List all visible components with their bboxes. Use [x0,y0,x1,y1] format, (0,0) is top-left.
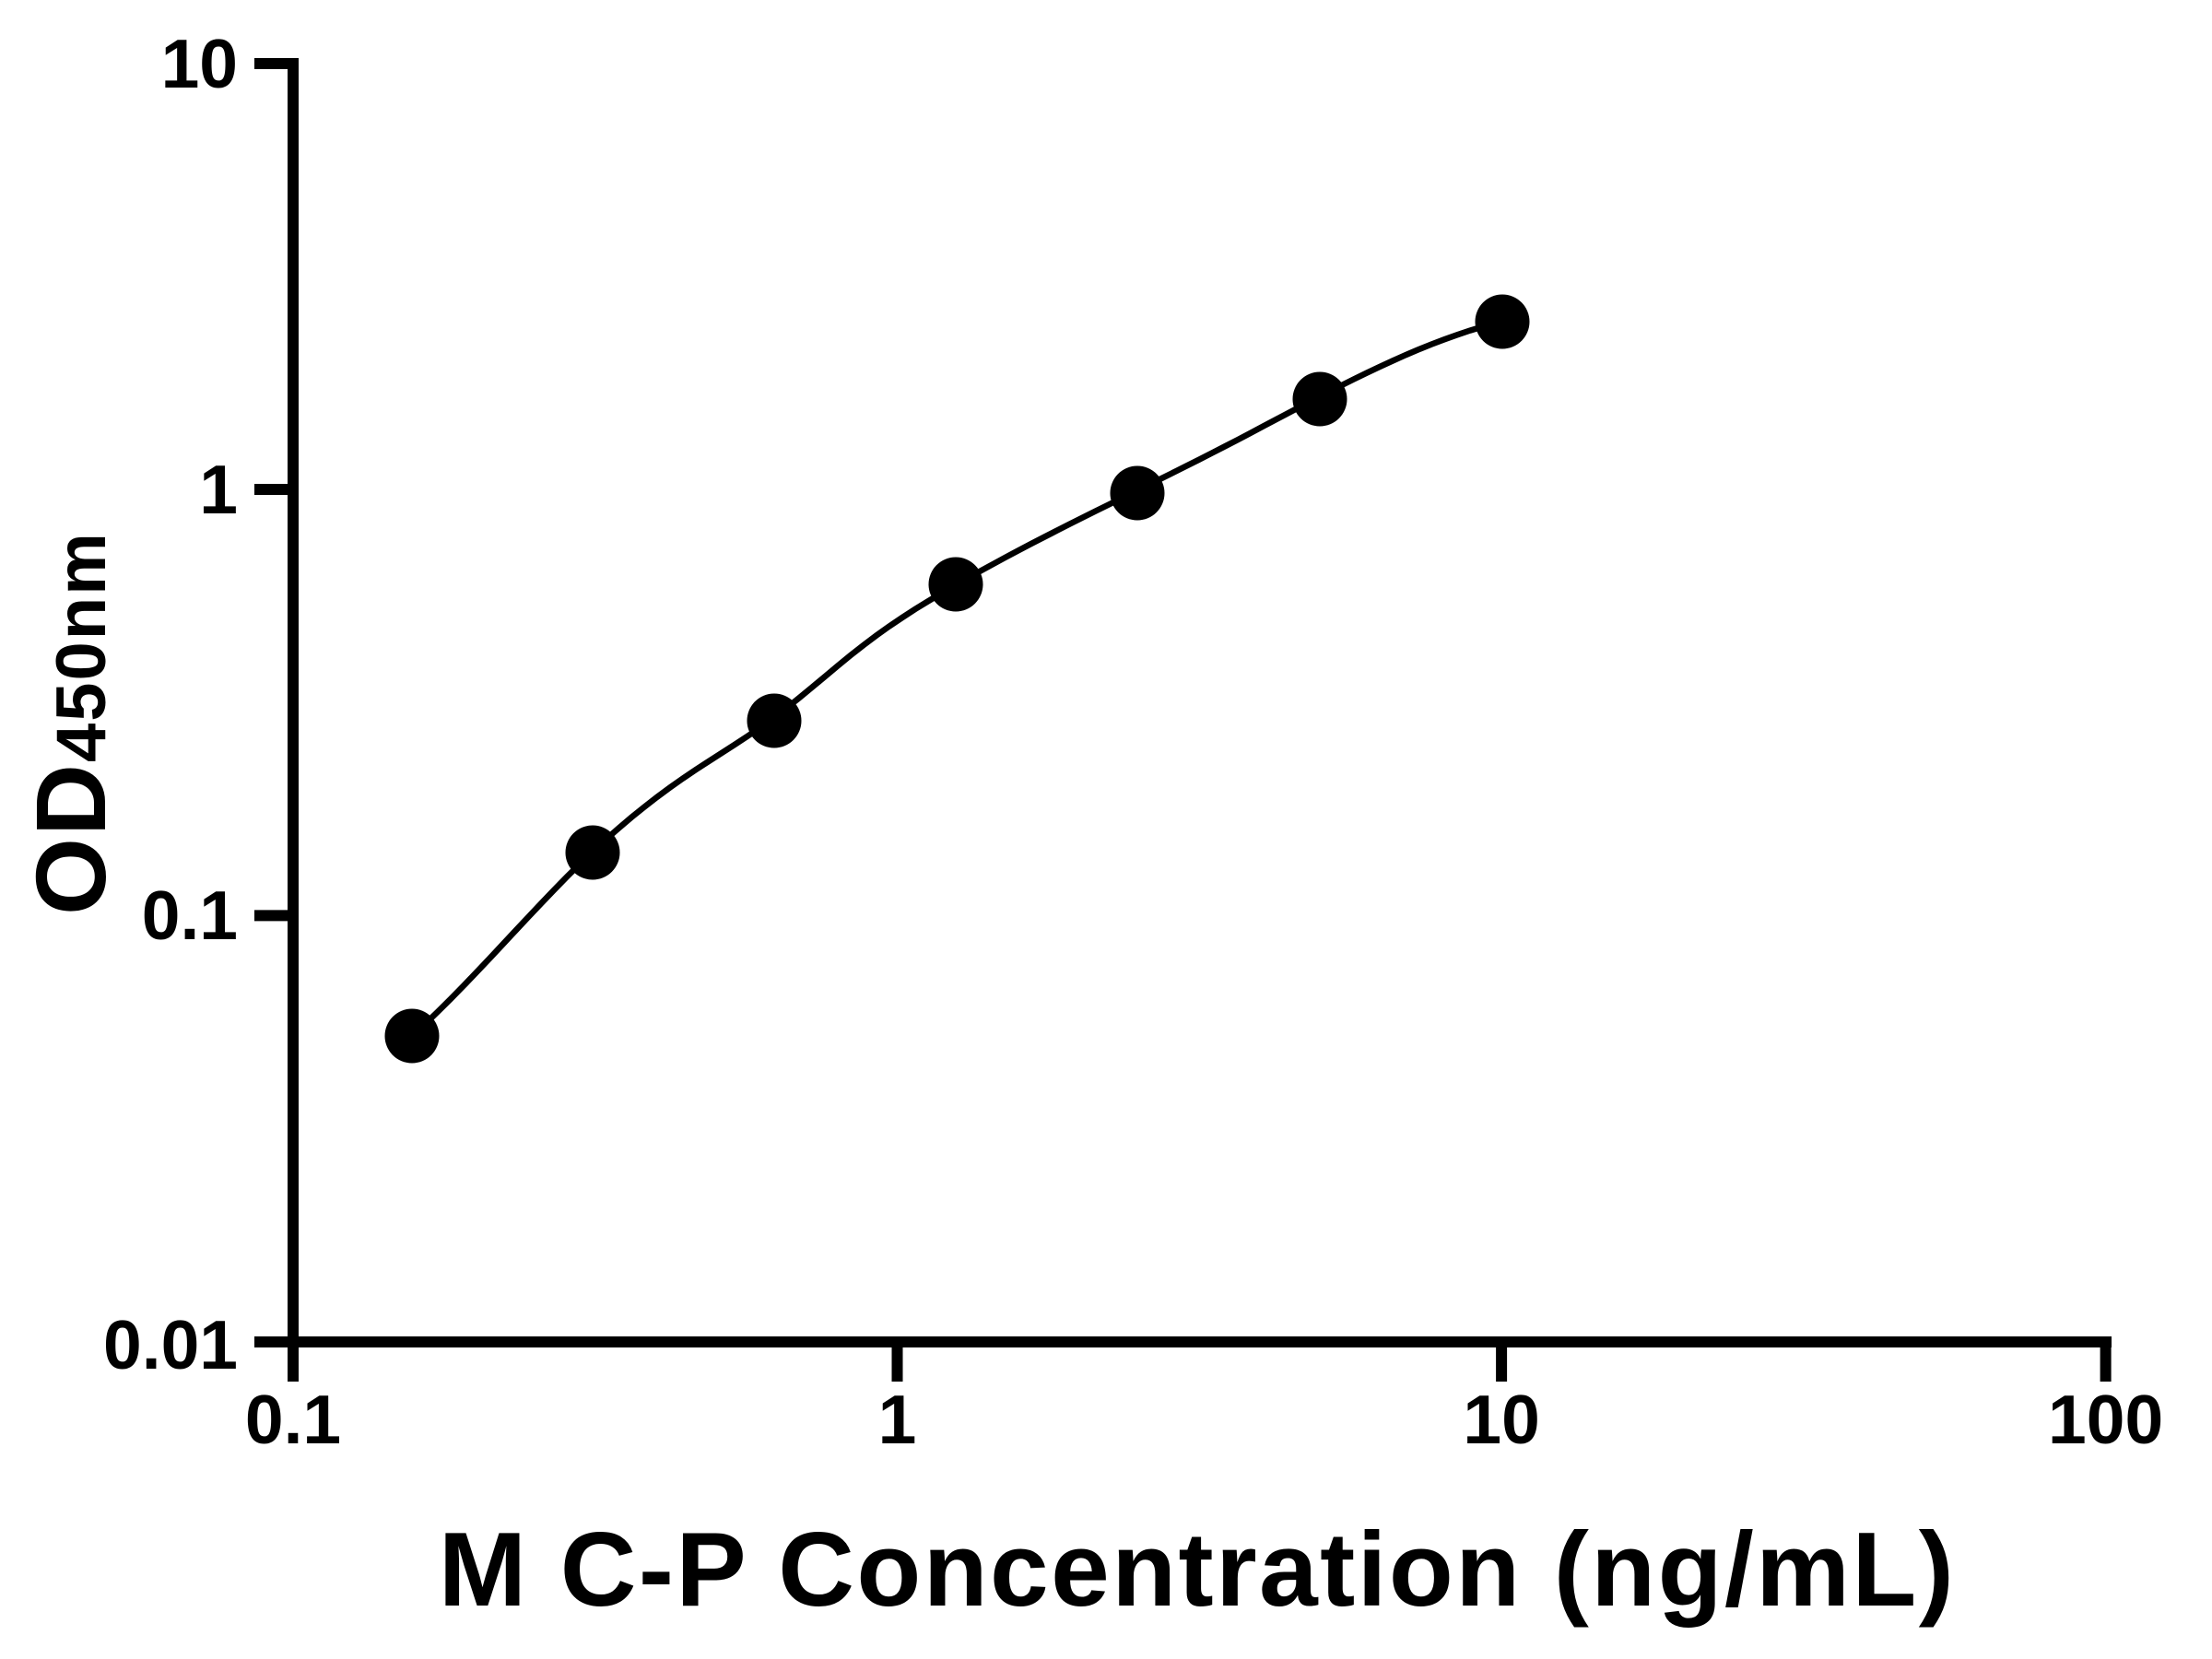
svg-text:1: 1 [878,1381,917,1458]
svg-text:0.1: 0.1 [142,877,238,954]
svg-text:0.01: 0.01 [103,1306,238,1383]
svg-text:10: 10 [161,25,238,102]
svg-text:0.1: 0.1 [245,1381,341,1458]
svg-text:M C-P Concentration (ng/mL): M C-P Concentration (ng/mL) [439,1511,1957,1629]
svg-text:100: 100 [2048,1381,2163,1458]
svg-text:10: 10 [1463,1381,1539,1458]
svg-text:1: 1 [199,451,238,528]
